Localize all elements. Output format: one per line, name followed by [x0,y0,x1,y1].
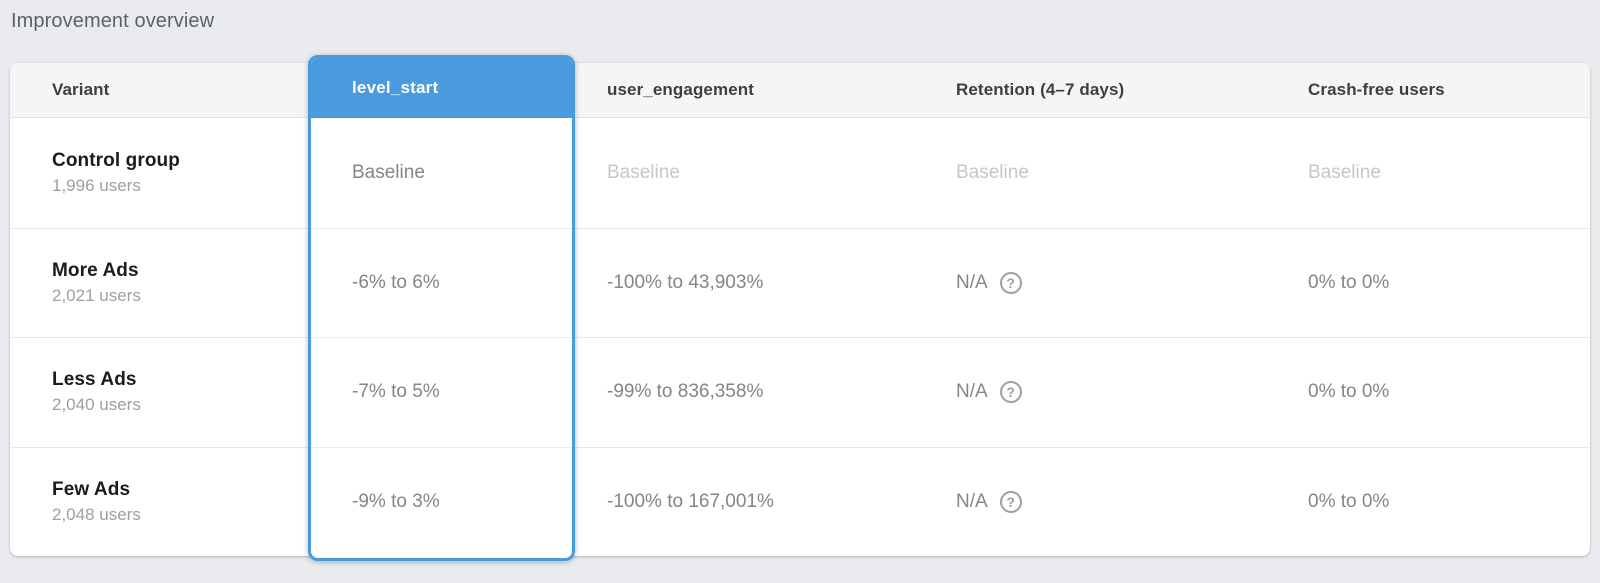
table-row-few-ads: Few Ads 2,048 users -100% to 167,001% N/… [10,446,1590,557]
table-row-less-ads: Less Ads 2,040 users -99% to 836,358% N/… [10,337,1590,447]
variant-name: Few Ads [52,478,131,500]
retention-na-text: N/A [956,381,988,403]
variant-user-count: 2,040 users [52,395,141,415]
user-engagement-value: -99% to 836,358% [607,381,764,403]
column-header-retention[interactable]: Retention (4–7 days) [956,80,1125,99]
level-start-value: -7% to 5% [311,337,572,447]
level-start-value: -9% to 3% [311,446,572,557]
page-title: Improvement overview [11,10,215,32]
retention-value: N/A ? [920,490,1270,513]
retention-value: N/A ? [920,381,1270,404]
retention-na-text: N/A [956,490,988,512]
user-engagement-value: -100% to 167,001% [607,490,774,512]
retention-value: N/A ? [920,271,1270,294]
column-header-user-engagement[interactable]: user_engagement [607,80,754,99]
variant-cell: Control group 1,996 users [10,150,308,196]
level-start-value: Baseline [352,161,425,183]
crash-free-value: 0% to 0% [1308,490,1390,512]
help-icon[interactable]: ? [999,381,1022,404]
level-start-value: -6% to 6% [311,227,572,338]
variant-user-count: 2,048 users [52,504,141,524]
user-engagement-value: Baseline [607,161,680,183]
variant-name: Control group [52,149,180,171]
variant-name: Less Ads [52,369,137,391]
column-header-variant: Variant [52,80,110,99]
help-icon[interactable]: ? [999,490,1022,513]
table-row-more-ads: More Ads 2,021 users -100% to 43,903% N/… [10,227,1590,338]
variant-name: More Ads [52,259,139,281]
user-engagement-value: -100% to 43,903% [607,271,764,293]
crash-free-value: 0% to 0% [1308,271,1390,293]
variant-user-count: 2,021 users [52,285,141,305]
help-icon[interactable]: ? [999,271,1022,294]
table-header-row: Variant user_engagement Retention (4–7 d… [10,63,1590,118]
improvement-overview-table: Variant user_engagement Retention (4–7 d… [10,55,1590,561]
table-row-control-group: Control group 1,996 users Baseline Basel… [10,118,1590,228]
retention-value: Baseline [956,161,1029,183]
variant-cell: Less Ads 2,040 users [10,369,308,415]
column-header-crash-free[interactable]: Crash-free users [1308,80,1445,99]
crash-free-value: Baseline [1308,161,1381,183]
retention-na-text: N/A [956,271,988,293]
selected-metric-column: level_start Baseline -6% to 6% -7% to 5%… [308,55,575,561]
variant-cell: More Ads 2,021 users [10,260,308,306]
column-header-level-start[interactable]: level_start [311,58,572,118]
variant-cell: Few Ads 2,048 users [10,479,308,525]
crash-free-value: 0% to 0% [1308,381,1390,403]
variant-user-count: 1,996 users [52,175,141,195]
